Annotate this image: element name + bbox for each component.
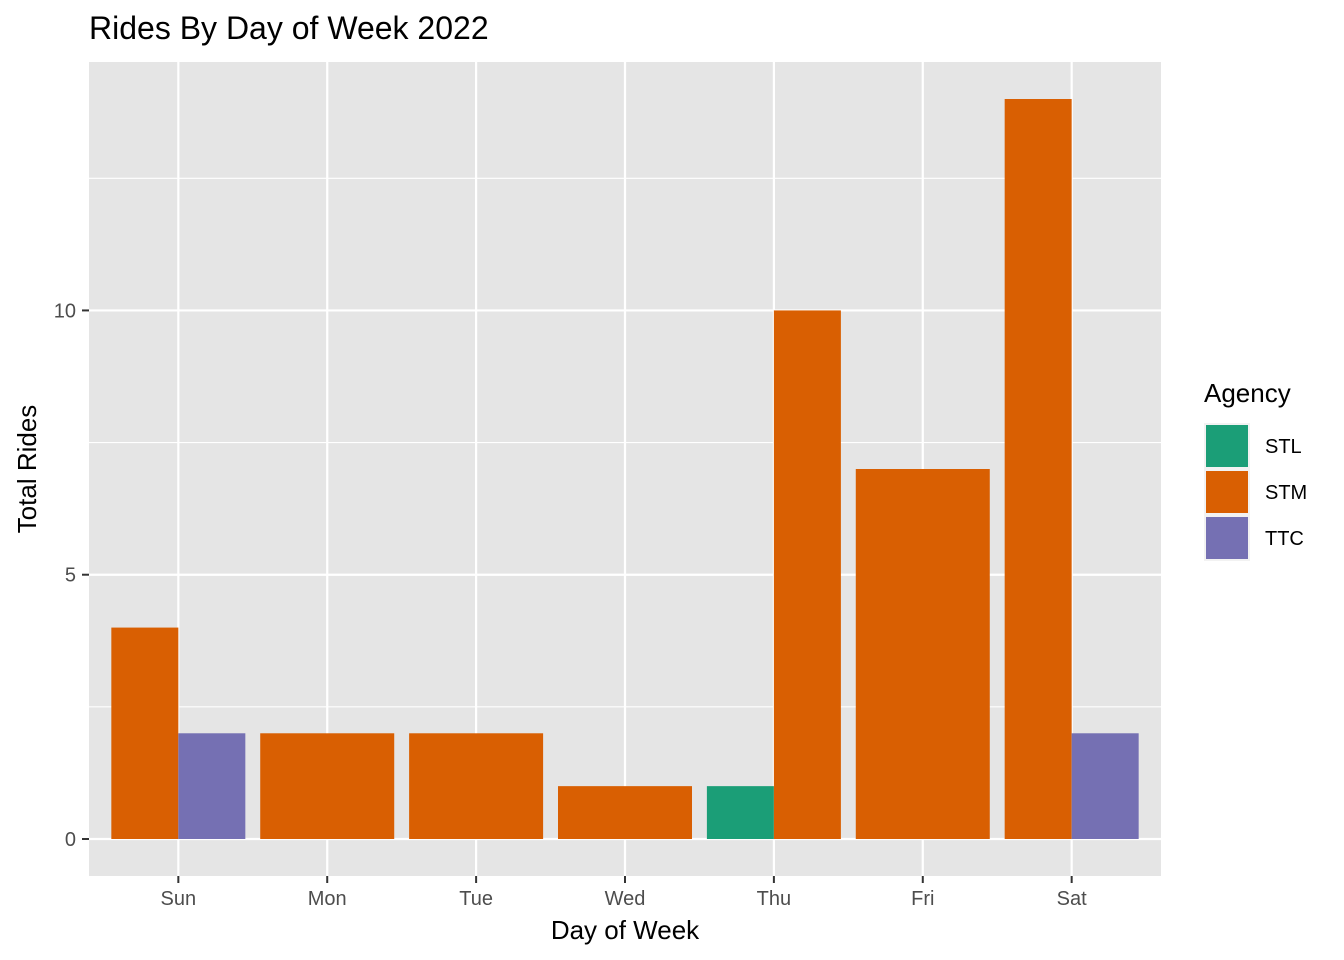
legend-swatch-stl xyxy=(1206,425,1248,467)
x-tick-label: Sun xyxy=(161,888,197,910)
x-tick-label: Thu xyxy=(757,888,791,910)
bar-stm-tue xyxy=(409,733,544,839)
bar-ttc-sat xyxy=(1071,733,1139,839)
y-tick-label: 0 xyxy=(65,829,76,851)
y-tick-label: 10 xyxy=(54,300,76,322)
x-axis-title: Day of Week xyxy=(551,915,700,945)
legend: Agency STL STM TTC xyxy=(1204,378,1307,561)
x-axis: Sun Mon Tue Wed Thu Fri Sat xyxy=(161,876,1087,910)
bar-stm-sat xyxy=(1004,99,1072,839)
legend-label-ttc: TTC xyxy=(1265,528,1304,550)
x-tick-label: Tue xyxy=(459,888,493,910)
bar-stl-thu xyxy=(706,786,774,839)
legend-label-stm: STM xyxy=(1265,482,1307,504)
legend-title: Agency xyxy=(1204,378,1291,408)
chart-title: Rides By Day of Week 2022 xyxy=(89,10,489,46)
bars xyxy=(111,99,1139,839)
x-tick-label: Mon xyxy=(308,888,347,910)
bar-stm-wed xyxy=(558,786,692,839)
bar-stm-thu xyxy=(773,310,841,839)
bar-ttc-sun xyxy=(178,733,246,839)
y-axis: 0 5 10 xyxy=(54,300,89,851)
x-tick-label: Wed xyxy=(605,888,646,910)
bar-stm-fri xyxy=(855,469,990,839)
y-axis-title: Total Rides xyxy=(12,405,42,534)
x-tick-label: Fri xyxy=(911,888,934,910)
bar-stm-mon xyxy=(260,733,395,839)
y-tick-label: 5 xyxy=(65,565,76,587)
legend-swatch-stm xyxy=(1206,471,1248,513)
legend-swatch-ttc xyxy=(1206,517,1248,559)
bar-stm-sun xyxy=(111,627,179,839)
x-tick-label: Sat xyxy=(1057,888,1087,910)
legend-items: STL STM TTC xyxy=(1204,423,1307,561)
legend-label-stl: STL xyxy=(1265,436,1302,458)
